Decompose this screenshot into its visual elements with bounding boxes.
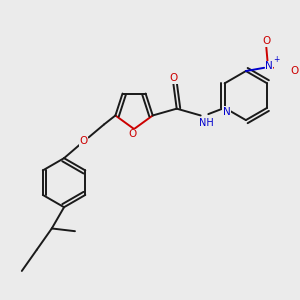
- Text: O: O: [80, 136, 88, 146]
- Text: O: O: [290, 65, 298, 76]
- Text: N: N: [265, 61, 273, 71]
- Text: NH: NH: [199, 118, 214, 128]
- Text: O: O: [129, 130, 137, 140]
- Text: +: +: [274, 55, 280, 64]
- Text: N: N: [223, 107, 231, 117]
- Text: O: O: [262, 36, 270, 46]
- Text: O: O: [169, 73, 178, 83]
